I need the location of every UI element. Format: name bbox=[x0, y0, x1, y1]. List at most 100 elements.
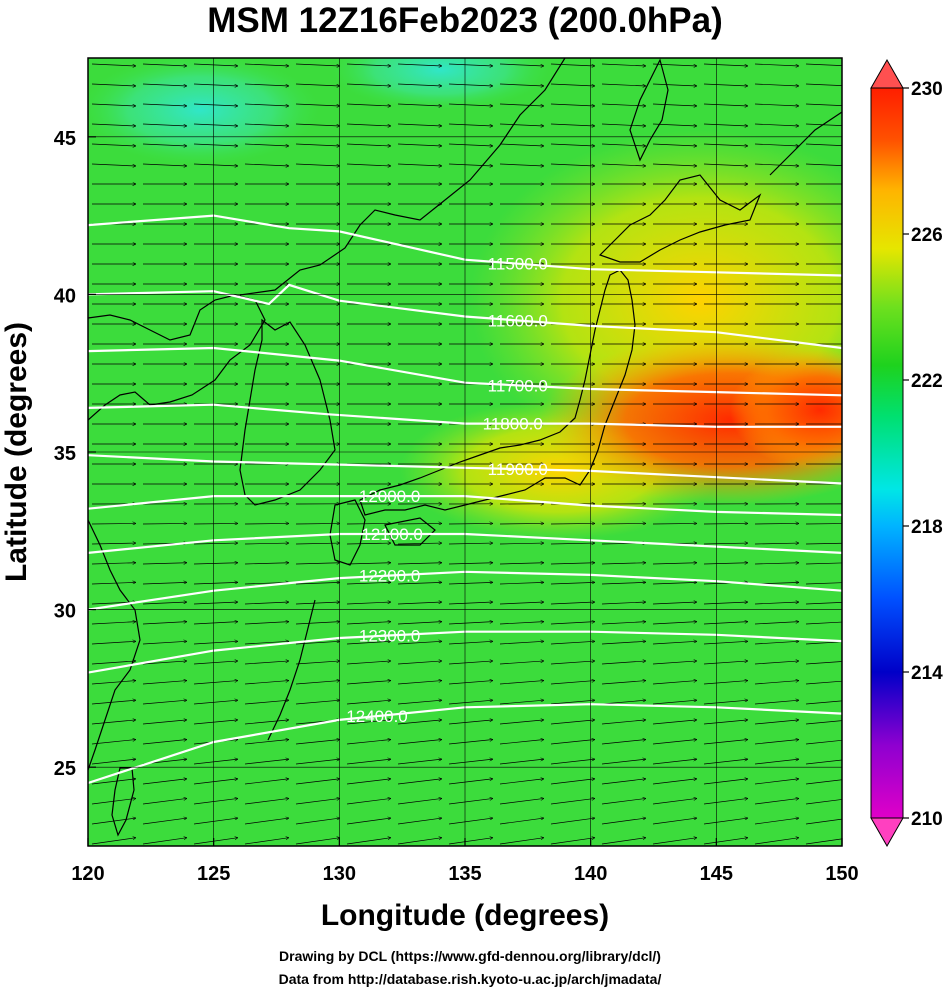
wind-arrow bbox=[550, 123, 595, 126]
wind-arrow bbox=[397, 582, 442, 585]
contour-label: 12400.0 bbox=[346, 707, 407, 726]
x-axis-ticks: 120 125 130 135 140 145 150 bbox=[71, 838, 859, 885]
wind-arrow bbox=[550, 523, 595, 524]
wind-arrow bbox=[142, 103, 187, 106]
colorbar-tick-label: 218 bbox=[911, 517, 943, 538]
wind-arrow bbox=[652, 681, 697, 685]
wind-arrow bbox=[346, 163, 391, 166]
wind-arrow bbox=[499, 602, 544, 605]
wind-arrow bbox=[295, 641, 340, 645]
wind-arrow bbox=[448, 838, 493, 845]
wind-arrow bbox=[193, 103, 238, 106]
wind-arrow bbox=[397, 641, 442, 645]
wind-arrow bbox=[805, 103, 842, 106]
y-axis-title: Latitude (degrees) bbox=[0, 322, 33, 582]
x-tick-label: 120 bbox=[71, 863, 104, 885]
wind-arrow bbox=[397, 563, 442, 564]
colorbar-tick-label: 210 bbox=[911, 809, 943, 830]
wind-arrow bbox=[754, 641, 799, 645]
wind-arrow bbox=[703, 143, 748, 146]
wind-arrow bbox=[91, 563, 136, 564]
wind-arrow bbox=[448, 681, 493, 685]
wind-arrow bbox=[91, 661, 136, 665]
wind-arrow bbox=[244, 63, 289, 66]
x-tick-label: 145 bbox=[700, 863, 733, 885]
wind-arrow bbox=[754, 63, 799, 66]
colorbar-tick-label: 230 bbox=[911, 79, 943, 100]
wind-arrow bbox=[448, 523, 493, 524]
contour-label: 11700.0 bbox=[488, 376, 548, 395]
wind-arrow bbox=[91, 641, 136, 645]
wind-arrow bbox=[142, 163, 187, 166]
wind-arrow bbox=[244, 563, 289, 564]
wind-arrow bbox=[499, 720, 544, 725]
wind-arrow bbox=[448, 779, 493, 785]
wind-arrow bbox=[652, 123, 697, 126]
coast-shikoku bbox=[384, 517, 436, 546]
wind-arrow bbox=[499, 622, 544, 625]
wind-arrow bbox=[499, 63, 544, 66]
wind-arrow bbox=[295, 582, 340, 585]
wind-arrow bbox=[397, 83, 442, 86]
wind-arrow bbox=[448, 543, 493, 544]
wind-arrow bbox=[193, 661, 238, 665]
wind-arrow bbox=[601, 818, 646, 825]
wind-arrow bbox=[601, 779, 646, 785]
wind-arrow bbox=[193, 700, 238, 705]
wind-arrow bbox=[244, 818, 289, 825]
wind-arrow bbox=[295, 622, 340, 625]
wind-arrow bbox=[397, 523, 442, 524]
wind-arrow bbox=[754, 681, 799, 685]
wind-arrow bbox=[601, 163, 646, 166]
y-tick-label: 45 bbox=[54, 128, 76, 150]
wind-arrow bbox=[805, 621, 842, 625]
wind-arrow bbox=[295, 681, 340, 685]
wind-arrow bbox=[346, 582, 391, 585]
wind-arrow bbox=[448, 739, 493, 745]
wind-arrow bbox=[346, 739, 391, 745]
wind-arrow bbox=[703, 622, 748, 625]
wind-arrow bbox=[448, 700, 493, 705]
wind-arrow bbox=[244, 103, 289, 106]
wind-arrow bbox=[295, 563, 340, 564]
wind-arrow bbox=[550, 622, 595, 625]
wind-arrow bbox=[448, 641, 493, 645]
wind-arrow bbox=[142, 523, 187, 524]
wind-arrow bbox=[550, 163, 595, 166]
wind-arrow bbox=[91, 83, 136, 86]
wind-arrow bbox=[91, 779, 136, 785]
wind-arrow bbox=[193, 83, 238, 86]
wind-arrow bbox=[754, 563, 799, 564]
y-tick-label: 35 bbox=[54, 443, 76, 465]
wind-arrow bbox=[295, 123, 340, 126]
wind-arrow bbox=[550, 661, 595, 665]
wind-arrow bbox=[499, 103, 544, 106]
wind-arrow bbox=[703, 163, 748, 166]
wind-arrow bbox=[652, 523, 697, 524]
wind-arrow bbox=[193, 779, 238, 785]
contour-label: 11800.0 bbox=[483, 415, 543, 434]
wind-arrow bbox=[346, 798, 391, 805]
wind-arrow bbox=[193, 602, 238, 605]
wind-arrow bbox=[244, 838, 289, 845]
wind-arrow bbox=[397, 163, 442, 166]
wind-arrow bbox=[754, 143, 799, 146]
colorbar-body bbox=[870, 87, 904, 819]
wind-arrow bbox=[601, 63, 646, 66]
wind-arrow bbox=[550, 798, 595, 805]
wind-arrow bbox=[346, 720, 391, 725]
credit-data: Data from http://database.rish.kyoto-u.a… bbox=[279, 971, 662, 987]
wind-arrow bbox=[193, 582, 238, 585]
wind-arrow bbox=[703, 681, 748, 685]
wind-arrow bbox=[805, 523, 842, 525]
wind-arrow bbox=[754, 739, 799, 745]
wind-arrow bbox=[703, 83, 748, 86]
wind-arrow bbox=[91, 143, 136, 146]
wind-arrow bbox=[754, 103, 799, 106]
wind-arrow bbox=[397, 798, 442, 805]
wind-arrow bbox=[550, 63, 595, 66]
wind-arrow bbox=[652, 700, 697, 705]
wind-arrow bbox=[754, 798, 799, 805]
cool-patch-north bbox=[88, 58, 320, 165]
wind-arrow bbox=[601, 143, 646, 146]
